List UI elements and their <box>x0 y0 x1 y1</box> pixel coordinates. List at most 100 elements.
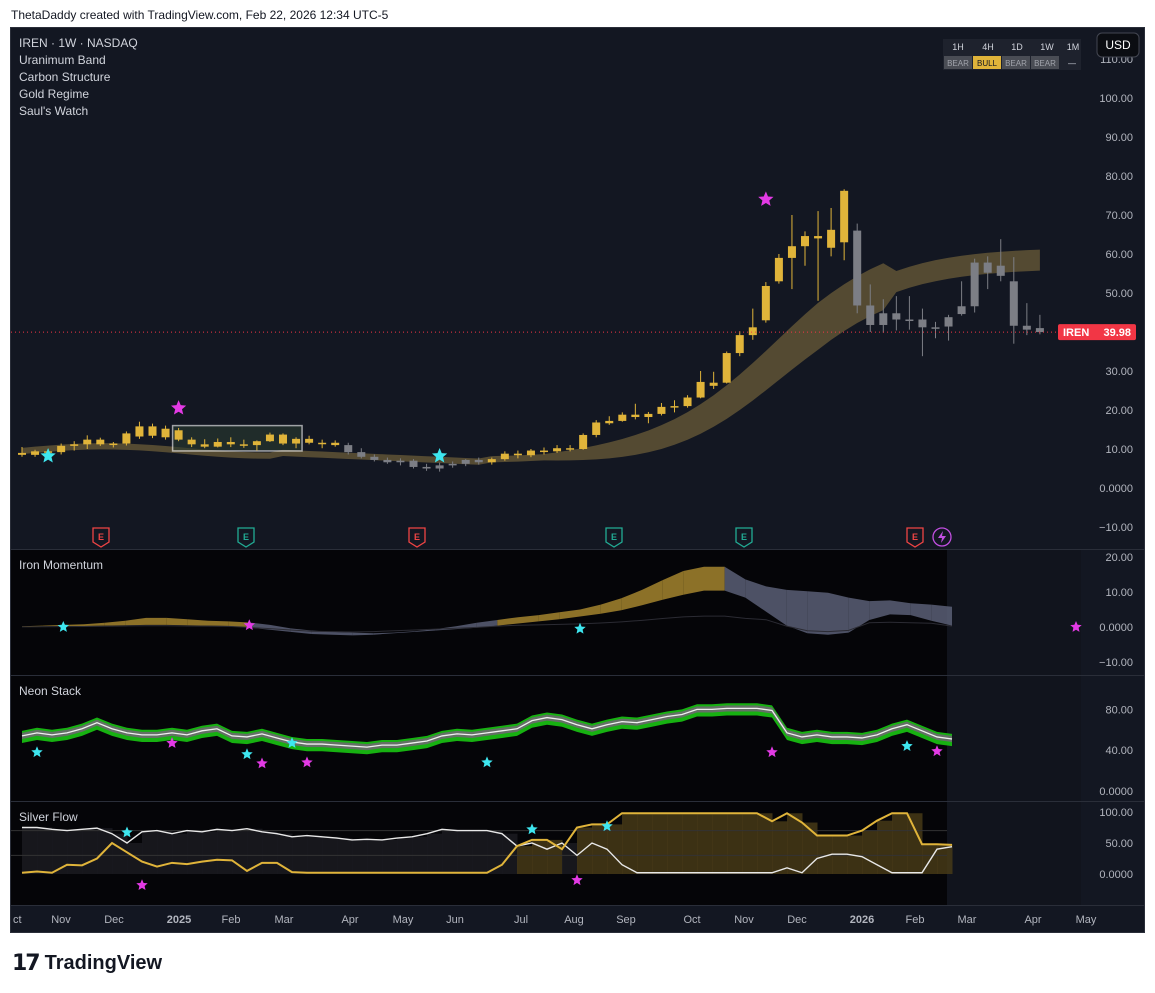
earnings-marker[interactable]: E <box>605 527 623 548</box>
iron-momentum-area <box>352 632 374 636</box>
markers-layer <box>31 191 1082 890</box>
silver-flow-title[interactable]: Silver Flow <box>19 810 78 824</box>
earnings-marker-label: E <box>912 532 918 542</box>
candle-body <box>553 448 562 452</box>
y-axis-tick: 80.00 <box>1105 171 1133 183</box>
candle-body <box>683 397 692 407</box>
silver-flow-fill <box>937 844 953 874</box>
iron-momentum-area <box>704 566 725 591</box>
candle-body <box>801 236 809 247</box>
iron-momentum-area <box>476 620 498 628</box>
iron-momentum-area <box>146 617 167 625</box>
iron-momentum-area <box>662 571 684 600</box>
y-axis-tick: 20.00 <box>1105 405 1133 417</box>
iron-momentum-area <box>931 604 952 626</box>
candle-body <box>1022 325 1031 330</box>
silver-flow-fill <box>682 813 698 874</box>
x-axis-tick: Jul <box>514 914 528 926</box>
earnings-marker[interactable]: E <box>408 527 426 548</box>
currency-button-label[interactable]: USD <box>1105 38 1131 52</box>
y-axis-tick: 50.00 <box>1105 838 1133 850</box>
silver-flow-fill <box>862 830 878 874</box>
star-icon <box>571 874 583 886</box>
symbol-line[interactable]: IREN · 1W · NASDAQ <box>19 36 138 50</box>
currency-button[interactable] <box>1096 32 1140 58</box>
candle-body <box>827 229 836 248</box>
y-axis-tick: 50.00 <box>1105 288 1133 300</box>
x-axis-tick: May <box>393 914 414 926</box>
dividend-marker[interactable] <box>932 527 952 547</box>
silver-flow-fill <box>727 813 743 874</box>
candle-body <box>96 439 105 445</box>
x-axis-tick: Apr <box>341 914 358 926</box>
silver-flow-fill <box>82 829 98 874</box>
iron-momentum-area <box>125 617 146 626</box>
chart-canvas[interactable]: 110.00100.0090.0080.0070.0060.0050.0040.… <box>11 28 1145 933</box>
iron-momentum-area <box>642 580 663 606</box>
silver-flow-fill <box>487 830 503 874</box>
earnings-marker[interactable]: E <box>237 527 255 548</box>
indicator-label[interactable]: Saul's Watch <box>19 104 88 118</box>
star-icon <box>432 448 448 463</box>
iron-momentum-area <box>600 598 622 614</box>
chart-frame[interactable]: 110.00100.0090.0080.0070.0060.0050.0040.… <box>10 27 1145 933</box>
candle-body <box>148 426 157 436</box>
candle-body <box>526 450 535 456</box>
candle-body <box>122 433 131 444</box>
silver-flow-fill <box>277 833 293 874</box>
candle-body <box>618 414 627 421</box>
candle-body <box>670 406 679 408</box>
star-icon <box>31 746 43 758</box>
silver-flow-fill <box>697 813 713 874</box>
regime-state: BEAR <box>1005 59 1027 68</box>
shield-icon <box>92 527 110 548</box>
indicator-label[interactable]: Carbon Structure <box>19 70 111 84</box>
iron-momentum-area <box>518 615 539 624</box>
neon-stack-line <box>21 707 953 748</box>
silver-flow-fill <box>307 835 323 874</box>
x-axis-tick: Dec <box>787 914 807 926</box>
iron-momentum-area <box>890 600 911 616</box>
silver-flow-fill <box>607 824 623 874</box>
candle-body <box>905 319 914 322</box>
iron-momentum-title[interactable]: Iron Momentum <box>19 558 103 572</box>
silver-flow-fill <box>352 839 368 874</box>
iron-momentum-area <box>394 631 415 634</box>
earnings-marker[interactable]: E <box>735 527 753 548</box>
silver-flow-white-line <box>22 826 953 874</box>
y-axis-tick: 100.00 <box>1099 93 1133 105</box>
iron-momentum-area <box>538 612 560 622</box>
candle-body <box>344 445 353 453</box>
silver-flow-fill <box>652 813 668 874</box>
candle-body <box>787 246 796 258</box>
y-axis-tick: 100.00 <box>1099 807 1133 819</box>
silver-flow-fill <box>142 831 158 874</box>
iron-momentum-area <box>848 597 870 633</box>
candle-body <box>174 430 183 440</box>
candle-body <box>566 448 575 450</box>
silver-flow-fill <box>52 829 68 874</box>
candle-body <box>213 441 222 447</box>
neon-stack-ribbon <box>22 703 952 755</box>
silver-flow-fill <box>127 843 143 874</box>
y-axis-tick: 80.00 <box>1105 704 1133 716</box>
star-icon <box>121 826 133 838</box>
earnings-marker[interactable]: E <box>906 527 924 548</box>
price-tag-value: 39.98 <box>1103 327 1131 339</box>
silver-flow-fill <box>22 827 38 874</box>
earnings-marker-label: E <box>414 532 420 542</box>
silver-flow-fill <box>382 839 398 874</box>
candle-body <box>239 444 248 446</box>
y-axis-tick: 0.0000 <box>1099 483 1133 495</box>
neon-stack-title[interactable]: Neon Stack <box>19 684 82 698</box>
tradingview-logo-icon: 17 <box>12 951 41 976</box>
earnings-marker[interactable]: E <box>92 527 110 548</box>
tradingview-logo[interactable]: 17 TradingView <box>12 951 162 976</box>
indicator-label[interactable]: Uranimum Band <box>19 53 106 67</box>
indicator-label[interactable]: Gold Regime <box>19 87 89 101</box>
iron-momentum-area <box>208 620 229 626</box>
candle-body <box>200 444 209 447</box>
candle-body <box>1009 281 1018 326</box>
candle-body <box>983 262 992 273</box>
silver-flow-fill <box>397 838 413 874</box>
